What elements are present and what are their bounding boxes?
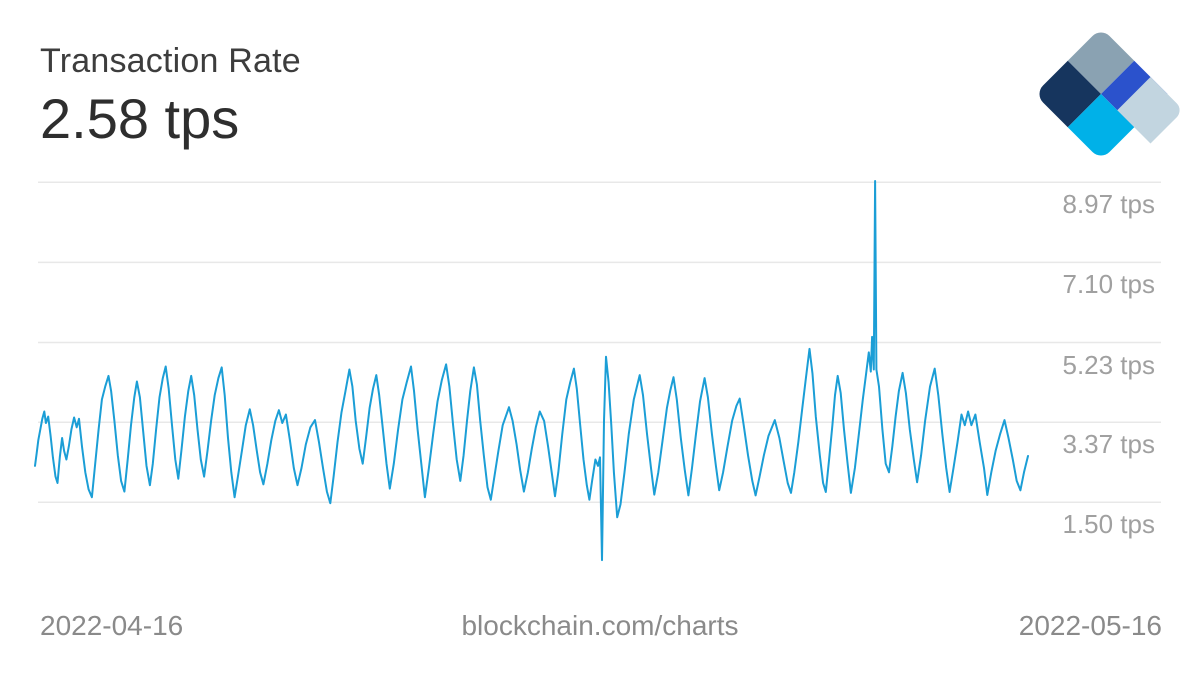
y-axis-tick-label: 5.23 tps (1062, 349, 1155, 380)
chart-footer: 2022-04-16 blockchain.com/charts 2022-05… (0, 610, 1200, 650)
page-title: Transaction Rate (40, 42, 301, 80)
current-value: 2.58 tps (40, 87, 240, 150)
y-axis-tick-label: 1.50 tps (1062, 509, 1155, 540)
x-axis-start-date: 2022-04-16 (40, 610, 184, 641)
y-axis-tick-label: 3.37 tps (1062, 429, 1155, 460)
chart-line (34, 180, 1029, 562)
y-axis-tick-label: 8.97 tps (1062, 189, 1155, 220)
source-caption: blockchain.com/charts (461, 610, 739, 641)
x-axis-end-date: 2022-05-16 (1018, 610, 1162, 641)
y-axis-tick-label: 7.10 tps (1062, 269, 1155, 300)
